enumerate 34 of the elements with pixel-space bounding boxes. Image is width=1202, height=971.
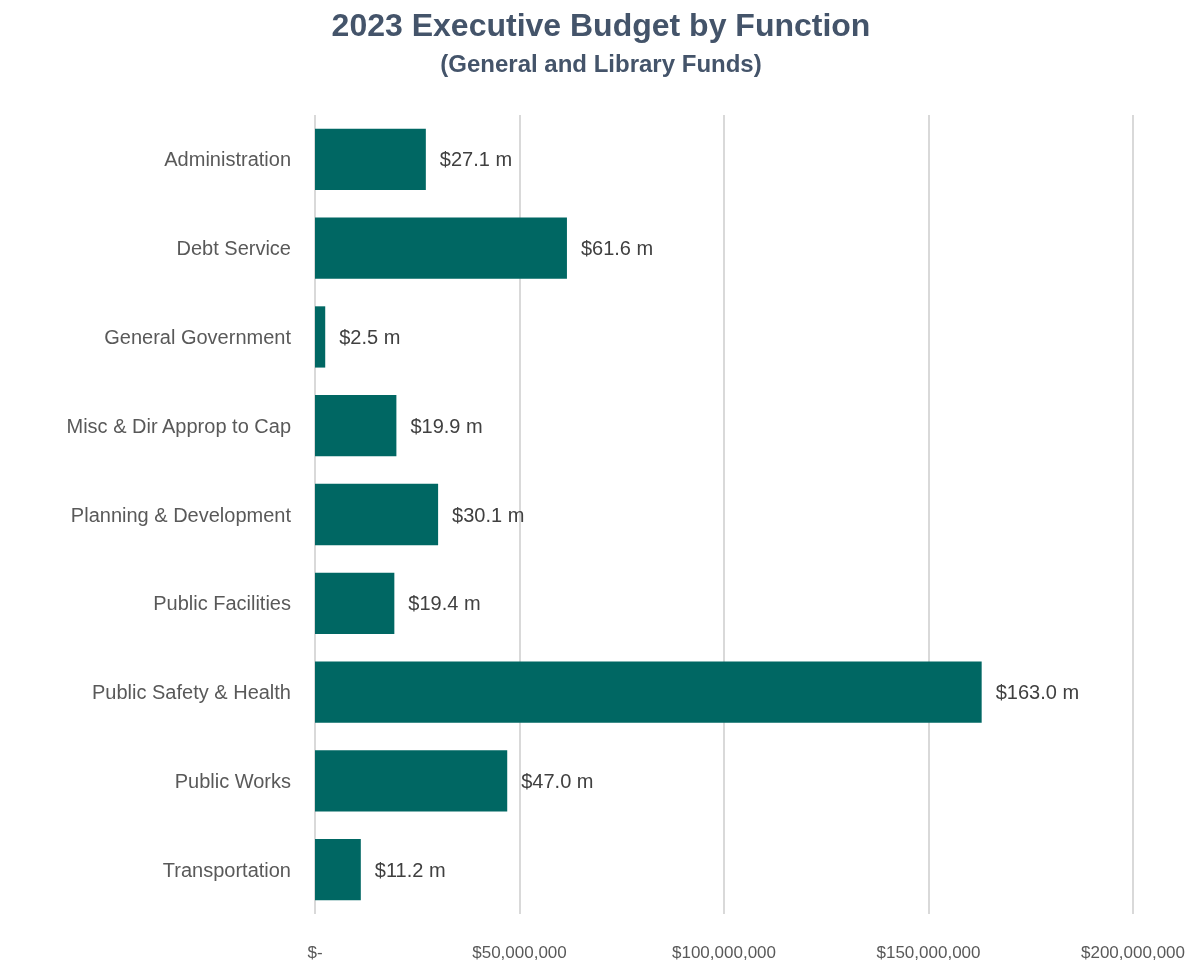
bar [315,306,326,368]
x-tick-label: $- [307,943,323,962]
x-tick-label: $50,000,000 [472,943,567,962]
data-label: $47.0 m [521,769,594,792]
y-tick-label: Public Safety & Health [92,681,291,704]
bar [315,750,508,812]
x-tick-label: $100,000,000 [672,943,776,962]
x-tick-label: $200,000,000 [1081,943,1185,962]
y-tick-label: Transportation [162,858,291,881]
data-label: $19.4 m [408,592,481,615]
data-label: $163.0 m [995,681,1080,704]
data-label: $30.1 m [452,503,525,526]
bar [315,217,567,279]
y-tick-label: Debt Service [176,237,291,260]
x-tick-label: $150,000,000 [876,943,981,962]
y-tick-label: Public Facilities [153,592,291,615]
bar [315,838,361,901]
y-tick-label: Administration [164,148,291,171]
bar [315,128,426,191]
data-label: $61.6 m [580,237,654,260]
y-tick-label: Misc & Dir Approp to Cap [66,414,291,437]
y-tick-label: Planning & Development [70,503,292,526]
data-label: $27.1 m [439,148,513,171]
data-label: $2.5 m [339,325,401,348]
chart-title: 2023 Executive Budget by Function [331,7,871,43]
y-tick-label: Public Works [174,769,291,792]
data-label: $19.9 m [410,414,483,437]
bar [315,661,982,723]
bar [315,572,395,634]
chart-subtitle: (General and Library Funds) [440,49,762,77]
bar [315,483,439,546]
data-label: $11.2 m [374,858,446,881]
bar [315,395,397,457]
y-tick-label: General Government [104,325,292,348]
